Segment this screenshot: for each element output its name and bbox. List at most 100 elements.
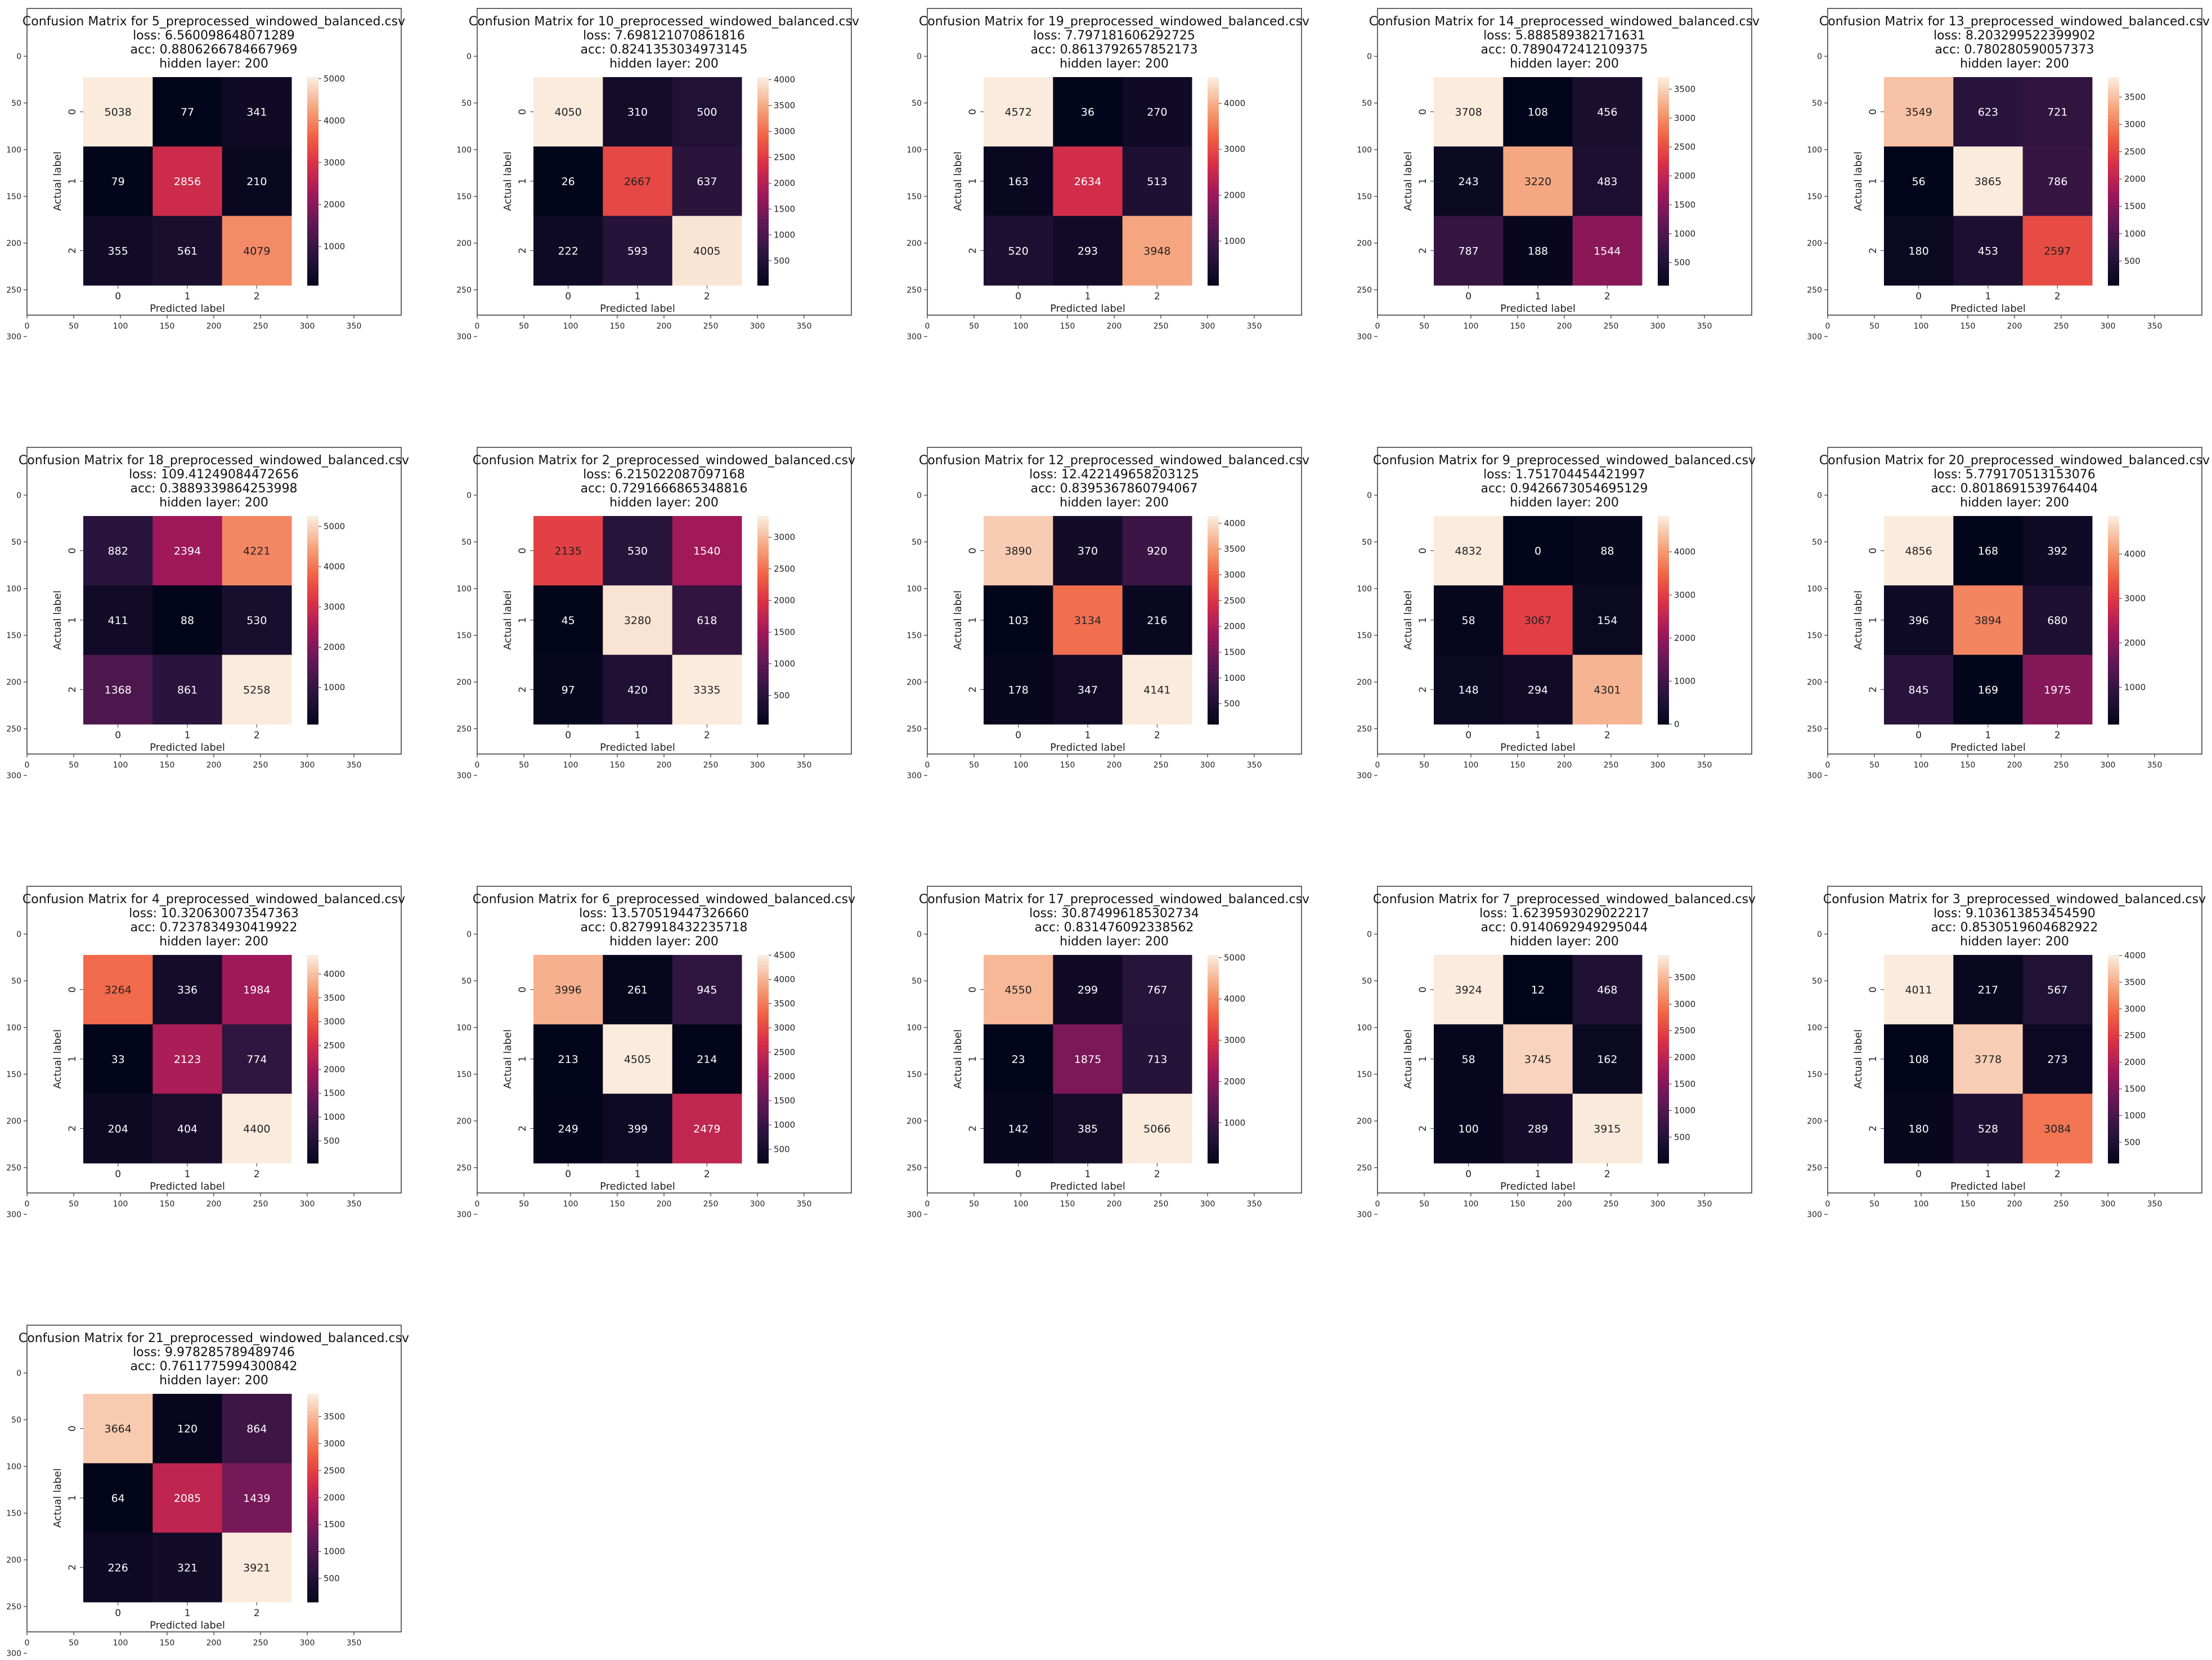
colorbar-segment	[2108, 271, 2119, 276]
chart-title: Confusion Matrix for 21_preprocessed_win…	[19, 1331, 409, 1345]
cell-value: 273	[2047, 1053, 2067, 1066]
colorbar-segment	[1208, 129, 1219, 133]
colorbar-segment	[1208, 1159, 1219, 1164]
colorbar-segment	[2108, 205, 2119, 209]
heatmap-cell	[1122, 146, 1192, 217]
outer-y-tick-label: 150	[6, 631, 21, 640]
outer-x-tick-label: 150	[160, 1639, 175, 1648]
x-axis-label: Predicted label	[1950, 303, 2026, 315]
colorbar-segment	[1658, 578, 1669, 582]
acc-label: acc: 0.7611775994300842	[130, 1360, 297, 1374]
cell-value: 4221	[243, 545, 270, 558]
heatmap-cell	[672, 654, 742, 725]
colorbar-segment	[307, 1585, 318, 1589]
colorbar-segment	[307, 1571, 318, 1575]
class-y-label: 0	[967, 548, 979, 554]
acc-label: acc: 0.8613792657852173	[1030, 43, 1197, 57]
hidden-layer-label: hidden layer: 200	[159, 57, 268, 71]
colorbar-segment	[1208, 247, 1219, 251]
heatmap-cell	[1434, 216, 1504, 286]
colorbar-segment	[1658, 1156, 1669, 1160]
colorbar-segment	[2108, 986, 2119, 990]
colorbar-segment	[1208, 156, 1219, 161]
colorbar-segment	[757, 693, 769, 697]
cell-value: 56	[1912, 176, 1926, 188]
colorbar-segment	[2108, 212, 2119, 217]
colorbar-tick-label: 2000	[1674, 633, 1695, 643]
outer-x-tick-label: 50	[1869, 1200, 1879, 1209]
colorbar-segment	[757, 982, 769, 987]
class-x-label: 1	[1985, 730, 1991, 741]
heatmap-cell	[1122, 585, 1192, 656]
colorbar-segment	[307, 1000, 318, 1004]
colorbar-tick-label: 3000	[2124, 1004, 2146, 1014]
colorbar-segment	[307, 1107, 318, 1112]
colorbar-segment	[1658, 554, 1669, 558]
outer-x-tick-label: 200	[1557, 322, 1572, 331]
colorbar-segment	[2108, 146, 2119, 151]
cell-value: 411	[108, 614, 128, 627]
colorbar-segment	[757, 230, 769, 234]
colorbar-segment	[1208, 1062, 1219, 1066]
colorbar-segment	[307, 209, 318, 213]
colorbar-segment	[2108, 244, 2119, 248]
colorbar-segment	[307, 257, 318, 262]
colorbar-segment	[1208, 1045, 1219, 1049]
colorbar-segment	[307, 558, 318, 562]
colorbar-segment	[307, 623, 318, 627]
colorbar-segment	[307, 564, 318, 569]
colorbar-segment	[757, 714, 769, 718]
cell-value: 786	[2047, 176, 2067, 188]
cell-value: 593	[627, 245, 648, 257]
colorbar-segment	[2108, 554, 2119, 558]
colorbar-segment	[1208, 554, 1219, 558]
class-y-label: 1	[967, 617, 979, 623]
colorbar-segment	[307, 1052, 318, 1056]
colorbar-segment	[1208, 1083, 1219, 1087]
colorbar-segment	[757, 997, 769, 1001]
colorbar-segment	[2108, 247, 2119, 251]
colorbar-segment	[1658, 989, 1669, 994]
x-axis-label: Predicted label	[1050, 742, 1125, 753]
colorbar-segment	[2108, 968, 2119, 973]
colorbar-tick-label: 2000	[1674, 171, 1695, 181]
colorbar-tick-label: 3000	[774, 127, 795, 137]
colorbar-segment	[1658, 641, 1669, 645]
colorbar-segment	[307, 982, 318, 987]
colorbar-segment	[307, 1017, 318, 1021]
colorbar-segment	[307, 620, 318, 624]
outer-y-tick-label: 250	[456, 286, 472, 295]
colorbar-tick-label: 1000	[1224, 673, 1245, 683]
colorbar-segment	[2108, 1097, 2119, 1101]
colorbar-segment	[1208, 240, 1219, 244]
class-y-label: 2	[67, 1125, 78, 1132]
outer-x-tick-label: 250	[1154, 322, 1169, 331]
outer-x-tick-label: 100	[1464, 761, 1479, 770]
colorbar-segment	[307, 654, 318, 659]
colorbar-segment	[2108, 714, 2119, 718]
outer-y-tick-label: 250	[6, 1164, 21, 1173]
colorbar-tick-label: 3500	[2124, 977, 2146, 987]
hidden-layer-label: hidden layer: 200	[1960, 57, 2069, 71]
outer-x-tick-label: 0	[1375, 761, 1380, 770]
colorbar-segment	[757, 976, 769, 980]
colorbar-segment	[1658, 561, 1669, 565]
colorbar-segment	[307, 216, 318, 220]
colorbar-segment	[1658, 1000, 1669, 1004]
outer-y-tick-label: 0	[1367, 930, 1372, 939]
class-x-label: 2	[254, 730, 260, 741]
colorbar-segment	[757, 1042, 769, 1046]
cell-value: 845	[1909, 684, 1929, 696]
colorbar-tick-label: 1500	[2124, 201, 2146, 212]
heatmap-cell	[1884, 654, 1954, 725]
colorbar-segment	[757, 181, 769, 185]
outer-x-tick-label: 250	[2054, 1200, 2069, 1209]
heatmap-cell	[1953, 1024, 2023, 1094]
hidden-layer-label: hidden layer: 200	[1510, 57, 1619, 71]
colorbar-segment	[1208, 703, 1219, 707]
outer-x-tick-label: 350	[797, 761, 812, 770]
colorbar-segment	[757, 264, 769, 268]
hidden-layer-label: hidden layer: 200	[159, 935, 268, 949]
heatmap-cell	[83, 77, 153, 147]
colorbar-segment	[757, 111, 769, 116]
